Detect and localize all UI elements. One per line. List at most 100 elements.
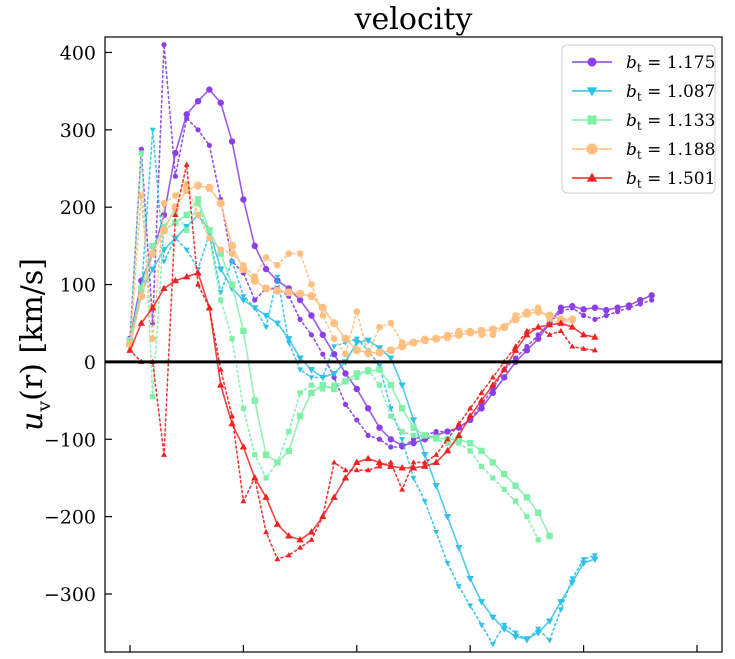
series-4-smooth-point <box>591 333 599 340</box>
series-0-raw-point <box>161 42 167 48</box>
series-2-smooth-point <box>535 509 542 516</box>
series-2-smooth-point <box>149 242 156 250</box>
series-4-raw-point <box>557 327 564 334</box>
series-4-raw-point <box>331 459 338 465</box>
series-4-smooth-point <box>489 381 497 388</box>
legend-marker <box>587 57 597 67</box>
series-4-smooth-point <box>171 276 180 284</box>
series-0-raw-point <box>172 173 178 179</box>
series-1-smooth-point <box>568 579 576 587</box>
series-3-smooth-point <box>284 288 293 297</box>
series-2-smooth-point <box>501 470 508 478</box>
y-label-symbol: u <box>15 412 50 431</box>
series-4-raw-point <box>274 556 281 562</box>
series-2-smooth-point <box>387 381 395 389</box>
series-1-smooth-point <box>398 382 406 389</box>
series-1-raw-point <box>353 336 360 342</box>
legend-item-2: bt = 1.133 <box>572 111 715 133</box>
plot-frame <box>104 36 723 653</box>
series-0-smooth-point <box>591 304 599 311</box>
series-3-smooth-point <box>330 319 338 328</box>
series-4-smooth-point <box>296 535 304 543</box>
series-4-smooth-point <box>511 346 520 353</box>
series-3-raw-point <box>206 235 213 242</box>
series-2-raw-point <box>501 486 507 493</box>
series-1-smooth-point <box>443 514 452 521</box>
series-2-raw-point <box>535 537 541 543</box>
series-2-smooth-point <box>489 459 497 466</box>
series-0-raw-point <box>649 297 655 303</box>
legend-label-symbol: b <box>626 140 637 160</box>
series-2-smooth-point <box>251 397 258 404</box>
series-1-smooth-point <box>149 266 157 273</box>
series-0-smooth-point <box>387 436 395 443</box>
series-0-smooth-point <box>648 292 655 299</box>
series-0-smooth-point <box>217 99 224 106</box>
series-0-smooth-point <box>330 350 338 358</box>
series-3-smooth-point <box>386 346 395 355</box>
series-4-raw-point <box>523 327 530 334</box>
series-3-smooth-point <box>568 315 577 324</box>
series-1-raw-point <box>263 325 270 331</box>
legend-label: bt = 1.087 <box>626 82 715 104</box>
series-1-raw-point <box>240 294 247 300</box>
series-4-smooth-point <box>421 462 429 469</box>
series-0-smooth-point <box>614 304 621 311</box>
y-label-subscript: v <box>33 401 55 413</box>
y-tick-label: 200 <box>60 197 96 219</box>
series-0-smooth-point <box>251 242 258 250</box>
series-1-raw-point <box>591 553 598 559</box>
series-4-raw-point <box>183 161 190 167</box>
series-1-raw-point <box>421 499 428 505</box>
series-4-raw-point <box>410 459 417 465</box>
series-3-smooth-point <box>523 310 531 318</box>
series-1-smooth-point <box>489 614 497 622</box>
series-4-smooth-point <box>579 330 588 338</box>
series-2-smooth-point <box>364 367 372 375</box>
legend-label: bt = 1.501 <box>626 169 715 191</box>
series-2-raw-point <box>263 475 269 481</box>
series-2-raw-point <box>252 452 258 458</box>
series-4-smooth-point <box>205 303 214 311</box>
series-4-smooth-point <box>183 272 191 280</box>
legend-label-subscript: t <box>637 119 642 133</box>
series-3-smooth-point <box>194 181 202 190</box>
series-4-smooth-point <box>307 528 316 535</box>
series-4-smooth-point <box>353 458 361 466</box>
series-1-raw-point <box>387 406 394 412</box>
series-1-smooth-point <box>409 417 418 424</box>
series-2-raw-point <box>512 498 519 504</box>
series-1-raw-point <box>308 375 315 381</box>
series-1-raw-point <box>557 607 564 613</box>
series-3-raw-point <box>296 250 304 257</box>
series-4-smooth-point <box>319 512 327 520</box>
series-1-smooth-point <box>251 305 259 312</box>
legend-label-symbol: b <box>626 53 637 73</box>
series-4-raw-point <box>161 451 168 457</box>
series-4-smooth-point <box>273 520 282 527</box>
series-2-smooth-point <box>308 389 315 397</box>
series-3-raw-point <box>376 323 383 331</box>
series-1-raw-point <box>376 363 383 369</box>
y-tick-label: −100 <box>44 429 96 451</box>
legend-label: bt = 1.133 <box>626 111 715 133</box>
series-4-smooth-point <box>568 323 576 330</box>
series-2-raw-point <box>297 390 303 396</box>
series-1-raw-point <box>444 560 451 567</box>
series-2-raw-point <box>444 440 451 446</box>
series-0-raw-point <box>388 444 394 450</box>
series-1-smooth-point <box>273 320 282 328</box>
series-1-raw-point <box>478 622 485 629</box>
series-3-smooth-point <box>341 334 350 343</box>
series-4-smooth-point <box>557 319 565 326</box>
series-0-smooth-point <box>489 389 497 397</box>
series-2-smooth-point <box>353 370 360 377</box>
series-2-smooth-point <box>183 211 190 219</box>
series-0-raw-point <box>206 142 212 148</box>
series-0-raw-point <box>581 312 587 319</box>
series-1-raw-point <box>455 584 462 590</box>
series-0-smooth-point <box>194 98 202 105</box>
series-0-smooth-point <box>603 306 610 314</box>
series-0-smooth-point <box>557 304 565 311</box>
